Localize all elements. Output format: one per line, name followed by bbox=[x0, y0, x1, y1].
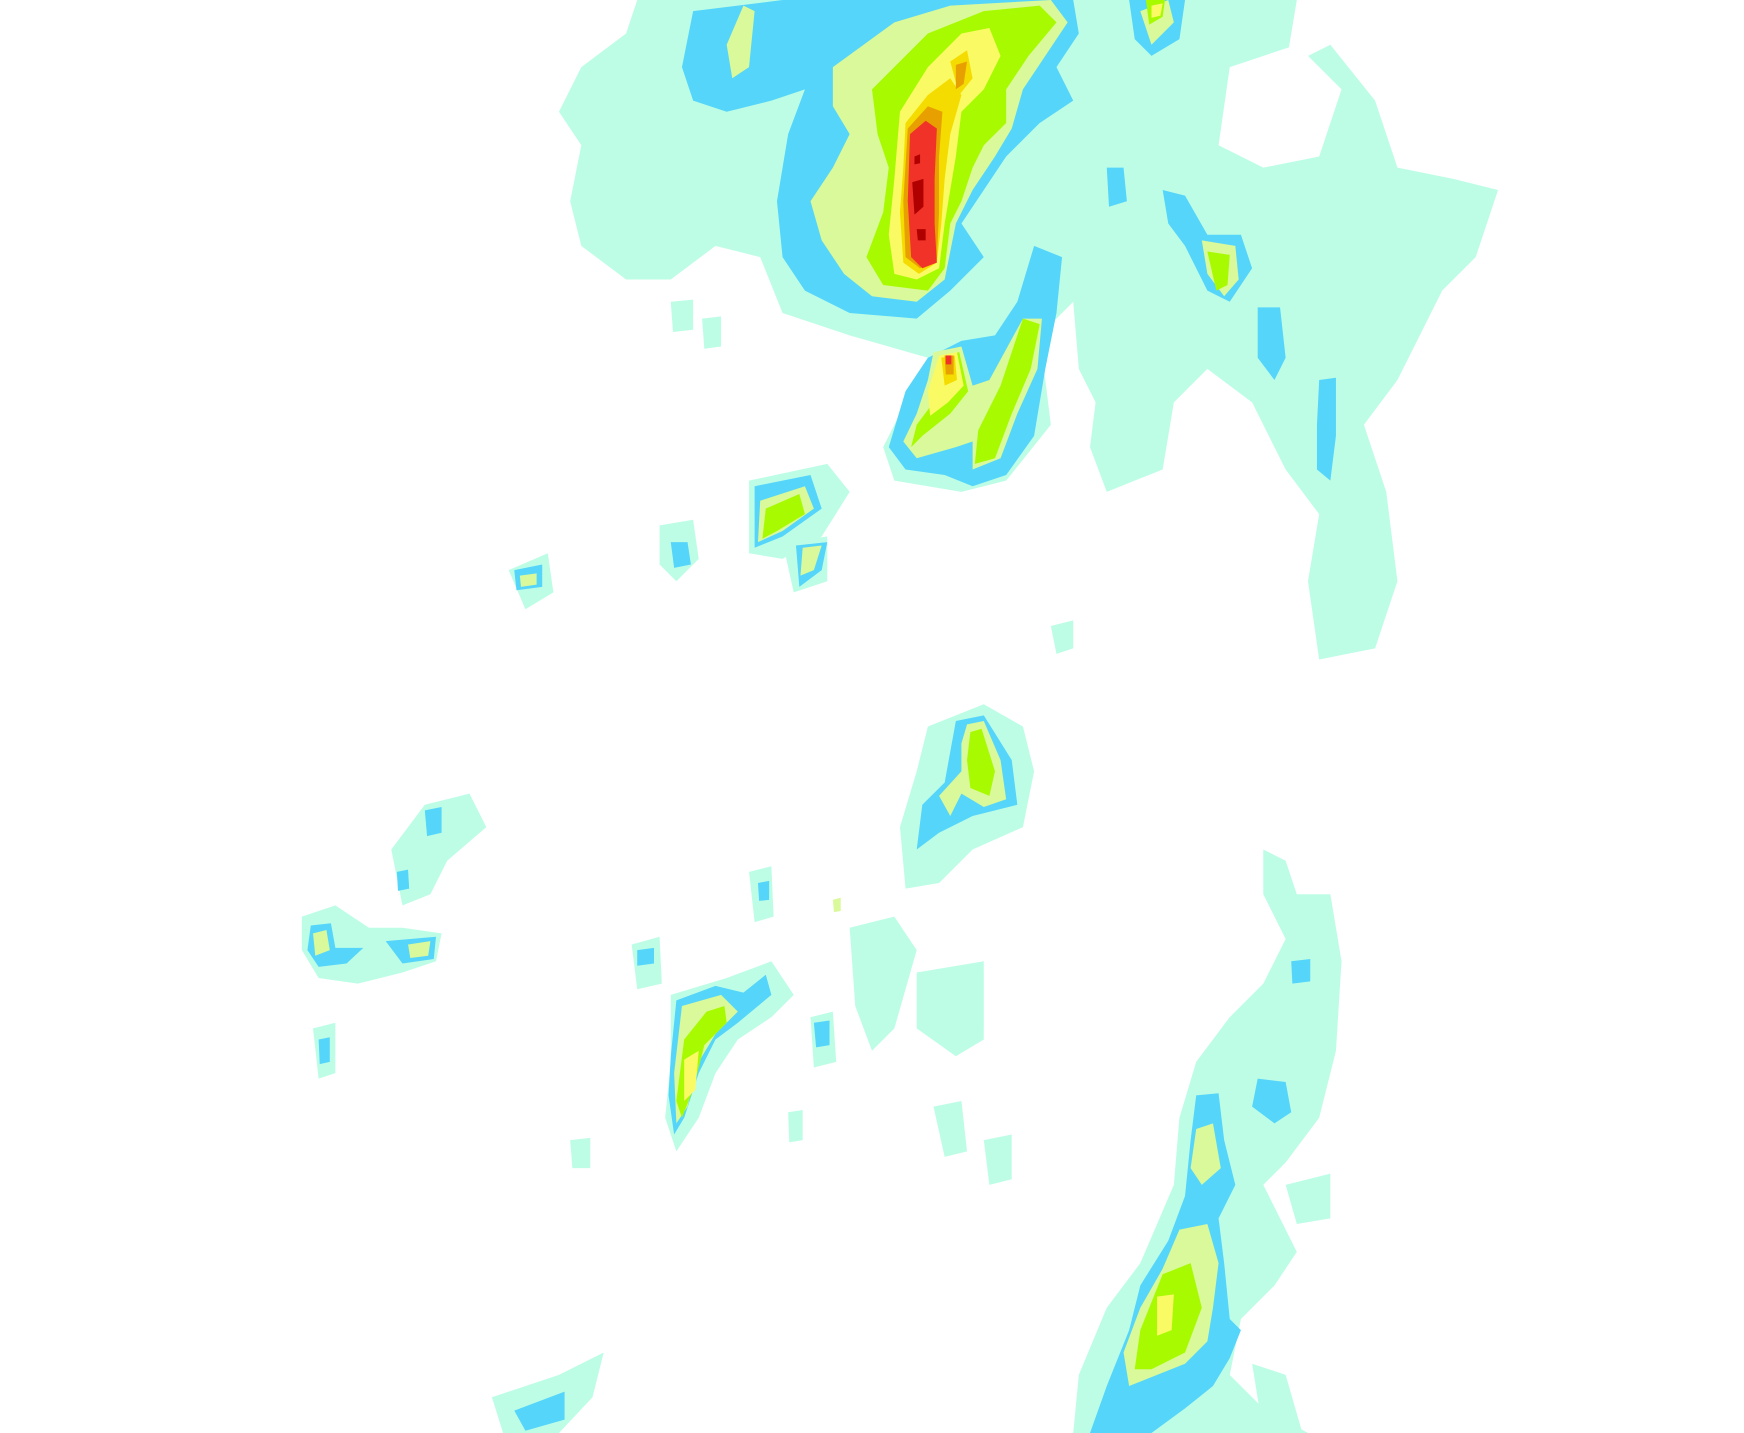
precip-cell bbox=[1157, 1294, 1174, 1336]
precip-cell bbox=[974, 318, 1040, 464]
precip-cell bbox=[967, 728, 995, 796]
precip-cell bbox=[849, 916, 917, 1051]
precip-cell bbox=[684, 1050, 699, 1102]
precip-core-max bbox=[914, 154, 921, 165]
precip-cell bbox=[313, 929, 330, 956]
precip-cell bbox=[318, 1037, 330, 1065]
precip-cell bbox=[945, 355, 952, 365]
radar-level-9 bbox=[912, 154, 926, 241]
precip-cell bbox=[757, 880, 770, 901]
precip-cell bbox=[514, 1391, 565, 1431]
precip-cell bbox=[408, 941, 431, 958]
precip-cell bbox=[1190, 1123, 1221, 1185]
precip-cell bbox=[1151, 3, 1163, 18]
precip-cell bbox=[637, 947, 654, 966]
precip-cell bbox=[1291, 959, 1311, 984]
precip-cell bbox=[788, 1109, 803, 1143]
precip-cell bbox=[1050, 620, 1074, 654]
precip-cell bbox=[670, 299, 694, 332]
precip-cell bbox=[1252, 1078, 1292, 1124]
precip-cell bbox=[1207, 251, 1230, 291]
precip-cell bbox=[1252, 1363, 1303, 1433]
precip-cell bbox=[396, 869, 410, 891]
precip-band bbox=[1257, 307, 1286, 381]
precip-area-east bbox=[1218, 44, 1342, 168]
precip-cell bbox=[726, 5, 755, 79]
precip-band bbox=[1106, 167, 1127, 207]
precip-area-west bbox=[391, 793, 487, 906]
precip-cell bbox=[832, 897, 841, 913]
precip-cell bbox=[983, 1134, 1012, 1185]
precip-cell bbox=[762, 494, 805, 539]
precip-cell bbox=[813, 1020, 830, 1048]
precip-cell bbox=[800, 545, 822, 576]
precip-cell bbox=[916, 961, 984, 1057]
precip-core-max bbox=[912, 178, 924, 215]
precip-cell bbox=[702, 316, 722, 349]
precip-cell bbox=[570, 1137, 591, 1169]
precip-cell bbox=[1285, 1173, 1331, 1224]
precip-cell bbox=[903, 318, 1042, 470]
precip-core-max bbox=[916, 229, 926, 241]
precip-cell bbox=[519, 573, 537, 587]
precip-cell bbox=[933, 1101, 968, 1157]
precip-band bbox=[1316, 377, 1336, 481]
precip-cell bbox=[670, 542, 691, 568]
precip-cell bbox=[424, 807, 442, 837]
precip-core bbox=[955, 61, 968, 90]
